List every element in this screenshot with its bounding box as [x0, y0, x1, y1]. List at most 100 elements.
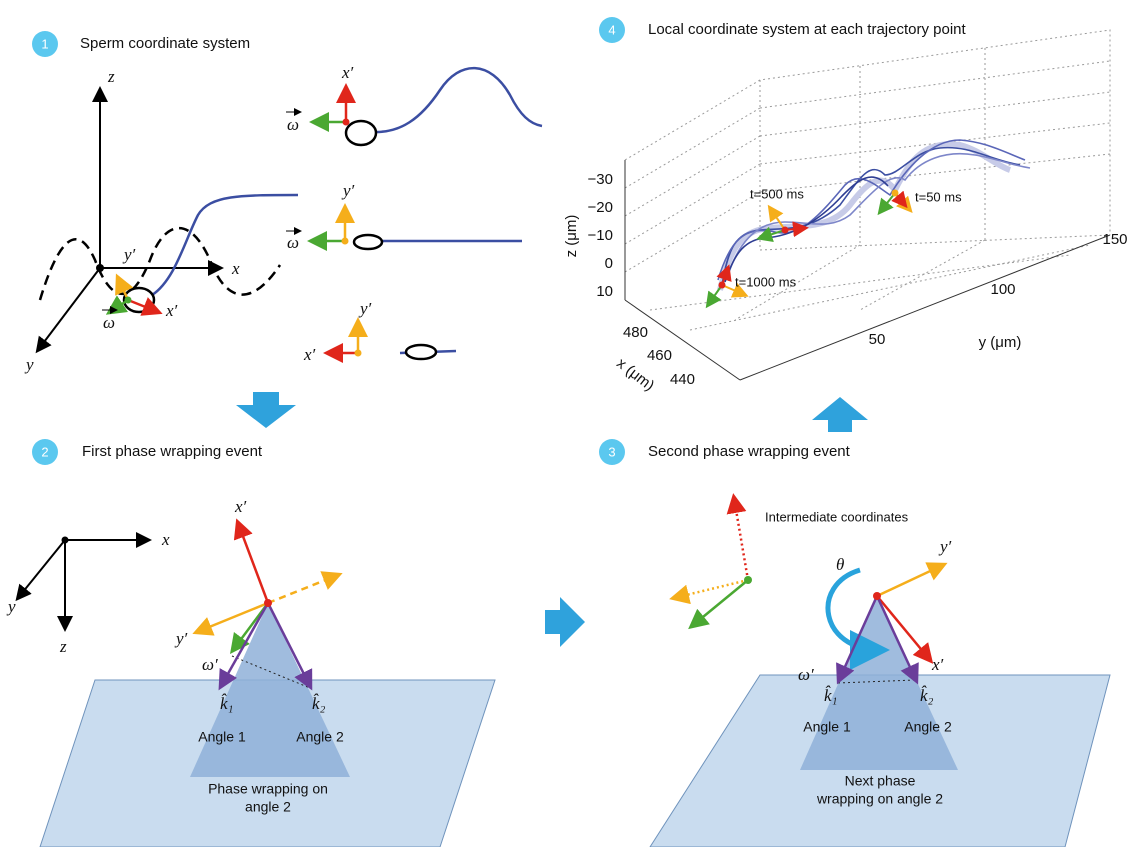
- global-axes: [15, 532, 152, 632]
- y-prime-arrow: [192, 601, 269, 636]
- flow-arrow-down: [236, 392, 296, 428]
- y-axis-label: y (μm): [979, 334, 1022, 351]
- grid-line: [859, 239, 986, 311]
- panel-title: Sperm coordinate system: [80, 35, 250, 52]
- badge-number: 1: [41, 36, 48, 51]
- axis-label: x: [231, 259, 240, 278]
- axis-label: x: [161, 530, 170, 549]
- grid-line: [624, 107, 761, 189]
- k-label: k̂₁: [824, 686, 837, 705]
- center: [341, 237, 349, 245]
- x-prime-arrow: [127, 297, 163, 316]
- flow-arrow-right: [545, 597, 585, 647]
- badge: [599, 17, 625, 43]
- x-prime-arrow: [876, 595, 934, 664]
- trajectory-point: [781, 226, 789, 234]
- z-ticks: −30 −20 −10 0 10: [588, 171, 613, 300]
- trajectory-point: [718, 281, 726, 289]
- caption: Next phase: [845, 773, 916, 789]
- axis-label: θ: [836, 555, 844, 574]
- z-tick-label: −10: [588, 227, 613, 244]
- center: [264, 599, 272, 607]
- axis-label: ω: [103, 313, 115, 332]
- panel-title: First phase wrapping event: [82, 443, 263, 460]
- grid-line: [759, 153, 1111, 193]
- cone: [800, 596, 958, 770]
- flow-arrow-up: [812, 397, 868, 432]
- sperm-head: [352, 233, 384, 251]
- caption: angle 2: [245, 799, 291, 815]
- k2-arrow: [875, 595, 919, 685]
- grid-line: [734, 244, 861, 321]
- center: [744, 576, 752, 584]
- back-edge: [624, 29, 1111, 235]
- y-axis: [35, 267, 101, 354]
- axis-label: x′: [341, 63, 354, 82]
- axis-label: y: [6, 597, 16, 616]
- flagellum: [151, 193, 299, 297]
- frame-arrow: [756, 226, 786, 242]
- trajectory-line: [717, 139, 1026, 281]
- badge-number: 3: [608, 444, 615, 459]
- grid-line: [759, 234, 1111, 251]
- axis-label: y′: [122, 245, 136, 264]
- k-label: k̂₂: [312, 694, 326, 713]
- axis-label: y′: [174, 629, 188, 648]
- panel-3: 3 Second phase wrapping event Intermedia…: [599, 439, 1111, 847]
- center: [354, 349, 362, 357]
- time-annotation: t=50 ms: [915, 189, 962, 204]
- panel-title: Local coordinate system at each trajecto…: [648, 21, 966, 38]
- panel-title: Second phase wrapping event: [648, 443, 851, 460]
- badge-number: 2: [41, 444, 48, 459]
- badge-number: 4: [608, 22, 615, 37]
- note: Intermediate coordinates: [765, 509, 909, 524]
- intermediate-omega: [688, 579, 749, 630]
- axis-label: y′: [341, 181, 355, 200]
- badge: [599, 439, 625, 465]
- grid-line: [624, 191, 761, 273]
- trajectory-point: [891, 189, 899, 197]
- y-axis-line: [739, 234, 1111, 381]
- x-tick-label: 440: [670, 371, 695, 388]
- beat-envelope: [38, 226, 282, 301]
- z-axis-label: z (μm): [563, 215, 580, 258]
- axis-label: x′: [165, 301, 178, 320]
- y-prime-arrow: [876, 562, 948, 598]
- x-tick-label: 460: [647, 347, 672, 364]
- z-tick-label: 0: [605, 255, 613, 272]
- axis-label: y′: [358, 299, 372, 318]
- axis-label: y: [24, 355, 34, 374]
- panel-4: 4 Local coordinate system at each trajec…: [563, 17, 1128, 394]
- axis-label: ω: [287, 233, 299, 252]
- intermediate-x: [726, 493, 750, 581]
- center: [342, 118, 350, 126]
- axis-label: x′: [234, 497, 247, 516]
- frame-arrow: [705, 284, 723, 309]
- axis-label: z: [107, 67, 115, 86]
- grid-line: [759, 60, 1111, 109]
- angle-label: Angle 1: [198, 729, 246, 745]
- badge: [32, 439, 58, 465]
- angle-label: Angle 2: [296, 729, 344, 745]
- z-tick-label: −30: [588, 171, 613, 188]
- axis-label: ω: [287, 115, 299, 134]
- grid-line: [759, 91, 1111, 137]
- k-label: k̂₂: [920, 686, 934, 705]
- axis-label: ω′: [798, 665, 814, 684]
- center: [873, 592, 881, 600]
- k-label: k̂₁: [220, 694, 233, 713]
- panel-2: 2 First phase wrapping event x y z x′ y′…: [6, 439, 496, 847]
- frame-arrow: [877, 192, 896, 216]
- axis-label: x′: [303, 345, 316, 364]
- x-prime-arrow: [233, 518, 270, 604]
- y-prime-dashed: [267, 571, 343, 605]
- grid-line: [689, 244, 1091, 331]
- trajectory: [717, 139, 1031, 291]
- panel-1: 1 Sperm coordinate system z x y y′ x′ ω …: [24, 31, 543, 374]
- axis-label: ω′: [202, 655, 218, 674]
- center: [124, 296, 132, 304]
- time-annotation: t=500 ms: [750, 186, 804, 201]
- grid-line: [624, 163, 761, 245]
